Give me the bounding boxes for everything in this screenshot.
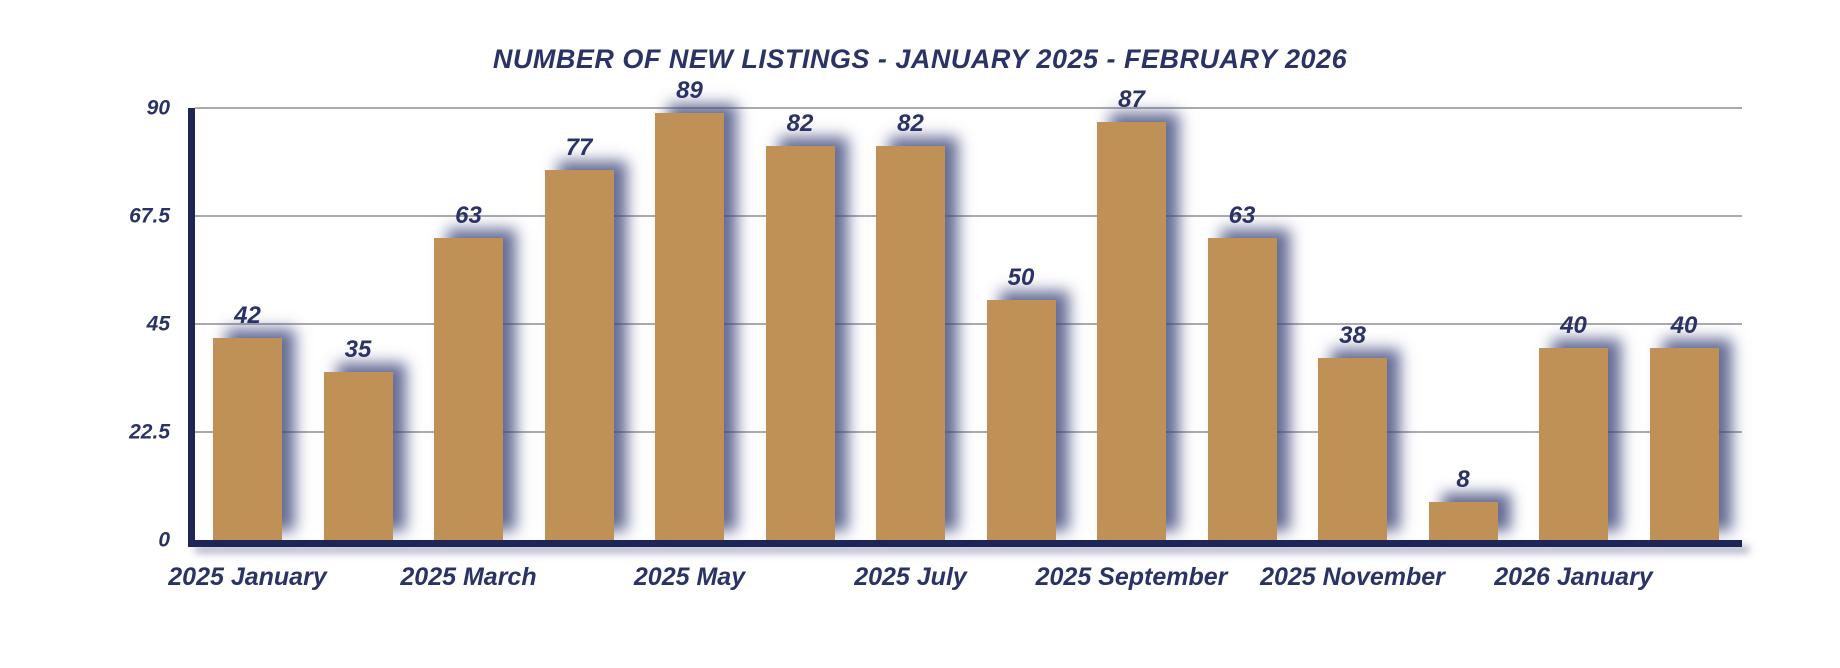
bar-slot: 77 [544,108,614,540]
bar-value-label: 50 [1007,264,1035,291]
bar-slot: 35 [323,108,393,540]
bar [1097,122,1166,540]
y-axis-tick-label: 90 [146,96,170,120]
bar [323,372,393,540]
x-axis-tick-label: 2026 January [1494,563,1653,591]
bar-slot: 50 [986,108,1056,540]
bar-value-label: 63 [455,201,482,229]
y-axis-tick-label: 22.5 [129,420,170,444]
bar [876,146,945,540]
gridline [195,215,1742,217]
x-axis-tick-label: 2025 September [1035,563,1228,591]
gridline [195,323,1742,325]
x-axis-tick-label: 2025 July [854,563,967,591]
bar [986,300,1056,540]
bar [213,338,282,540]
bar [434,237,503,540]
y-axis-tick-label: 45 [146,312,170,336]
bar [1428,501,1498,540]
bar-value-label: 40 [1560,312,1587,339]
x-axis-tick-label: 2025 May [633,563,746,591]
bar-value-label: 87 [1118,86,1145,114]
bar-slot: 40 [1649,108,1719,540]
bar-slot: 63 [434,108,503,540]
gridline [195,107,1742,109]
bar-slot: 8 [1428,108,1498,540]
bar-value-label: 40 [1670,312,1698,339]
chart-title: NUMBER OF NEW LISTINGS - JANUARY 2025 - … [492,44,1348,74]
bar [1649,348,1719,540]
bar-slot: 42 [213,108,282,540]
bar [1539,348,1608,540]
bar-value-label: 63 [1228,201,1256,229]
bar-slot: 38 [1318,108,1387,540]
bar-slot: 82 [876,108,945,540]
bar-value-label: 82 [786,110,814,138]
bar-value-label: 8 [1456,465,1470,493]
bar-slot: 87 [1097,88,1166,540]
bar [765,146,835,540]
bar-value-label: 35 [344,336,372,363]
bar-slot: 63 [1207,108,1277,540]
bar [1207,237,1277,540]
bar-slot: 89 [655,78,724,540]
bar [655,112,724,540]
bar [544,170,614,540]
plot-area: 90 67.5 45 22.5 0 42 35 63 77 89 82 82 50 87 63 38 8 40 40… [129,78,1742,590]
bar-value-label: 38 [1339,321,1366,349]
bar-value-label: 89 [676,76,703,104]
x-axis-tick-label: 2025 November [1260,563,1445,591]
y-axis-tick-label: 67.5 [129,204,170,228]
x-axis-line [188,540,1742,547]
bar [1318,357,1387,540]
bar-value-label: 42 [234,302,261,330]
bar-slot: 40 [1539,108,1608,540]
x-axis-tick-label: 2025 March [400,563,537,591]
bar-slot: 82 [765,108,835,540]
x-axis-tick-label: 2025 January [168,563,327,591]
bar-value-label: 77 [565,134,593,162]
gridline [195,431,1742,433]
bar-value-label: 82 [897,110,924,138]
y-axis-tick-label: 0 [158,528,170,552]
